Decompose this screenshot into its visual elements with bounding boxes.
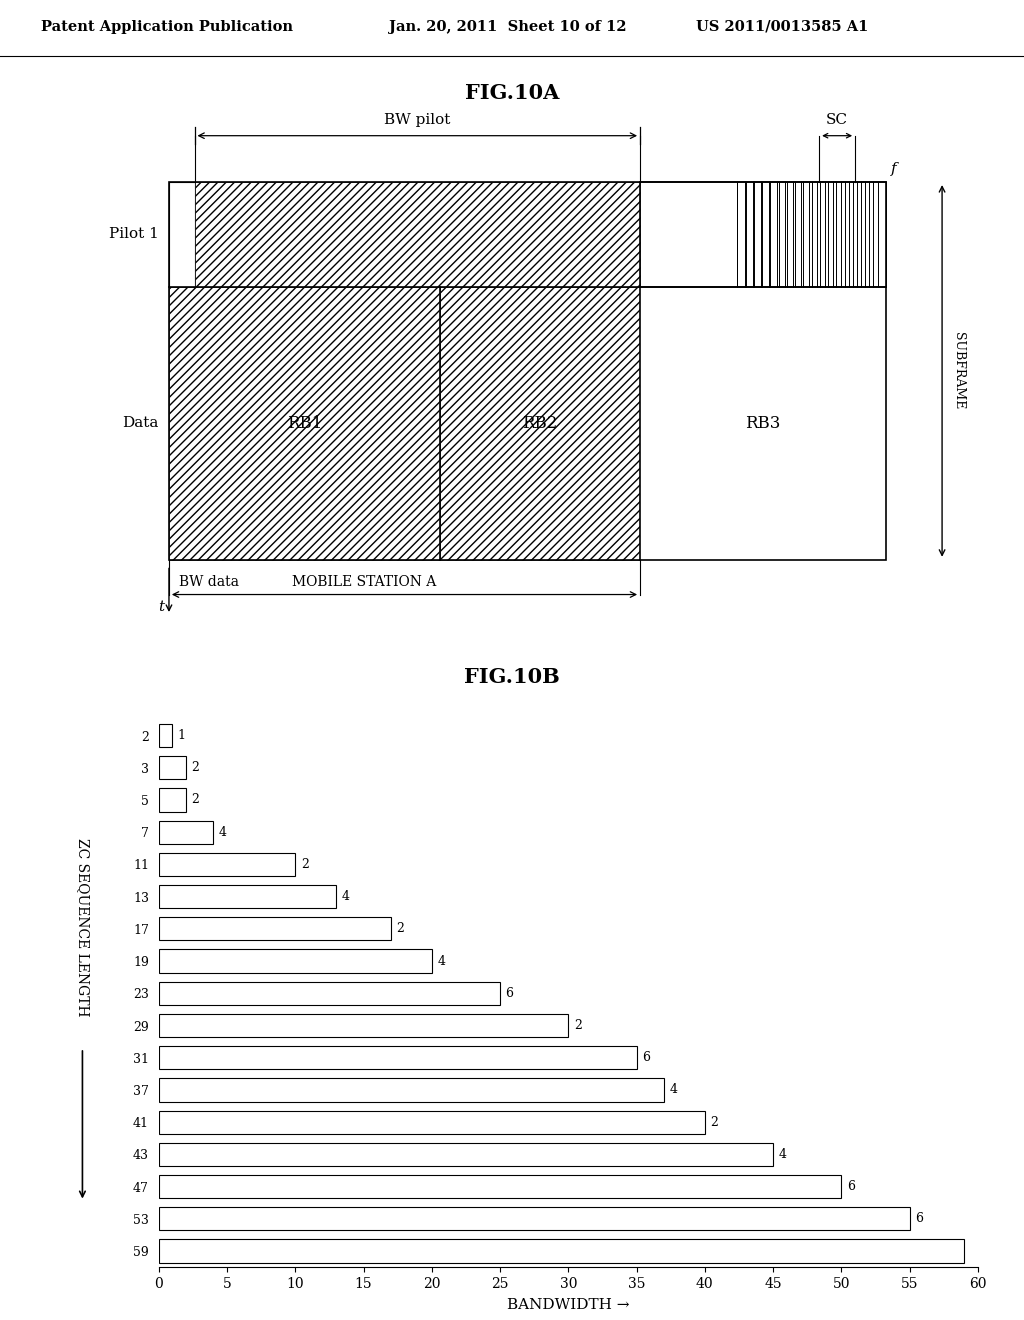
Bar xyxy=(159,723,172,747)
Bar xyxy=(159,1175,842,1199)
Text: 2: 2 xyxy=(301,858,308,871)
Bar xyxy=(159,1014,568,1038)
Text: Jan. 20, 2011  Sheet 10 of 12: Jan. 20, 2011 Sheet 10 of 12 xyxy=(389,20,627,34)
Bar xyxy=(159,1110,705,1134)
Bar xyxy=(640,286,886,560)
Bar xyxy=(159,853,295,876)
Text: SC: SC xyxy=(826,114,848,127)
Text: FIG.10A: FIG.10A xyxy=(465,83,559,103)
Text: Data: Data xyxy=(122,416,159,430)
Bar xyxy=(159,1239,965,1263)
Bar xyxy=(159,788,186,812)
Bar xyxy=(640,182,886,286)
Text: Pilot 1: Pilot 1 xyxy=(109,227,159,242)
Text: 4: 4 xyxy=(219,826,226,838)
Bar xyxy=(159,884,336,908)
Bar xyxy=(159,821,213,843)
Text: 6: 6 xyxy=(847,1180,855,1193)
Text: t: t xyxy=(158,601,164,614)
Text: ZC SEQUENCE LENGTH: ZC SEQUENCE LENGTH xyxy=(76,838,89,1016)
Text: RB2: RB2 xyxy=(522,414,558,432)
Bar xyxy=(159,982,500,1005)
Text: 4: 4 xyxy=(437,954,445,968)
Bar xyxy=(195,182,640,286)
Text: SUBFRAME: SUBFRAME xyxy=(952,333,966,409)
Bar xyxy=(169,182,886,560)
Text: FIG.10B: FIG.10B xyxy=(464,667,560,688)
Text: 2: 2 xyxy=(396,923,404,936)
Text: 2: 2 xyxy=(573,1019,582,1032)
Bar xyxy=(159,756,186,779)
Text: BW data: BW data xyxy=(179,574,240,589)
Text: 2: 2 xyxy=(711,1115,718,1129)
Text: Patent Application Publication: Patent Application Publication xyxy=(41,20,293,34)
Text: 6: 6 xyxy=(506,987,513,999)
X-axis label: BANDWIDTH →: BANDWIDTH → xyxy=(507,1298,630,1312)
Text: RB3: RB3 xyxy=(745,414,780,432)
Bar xyxy=(169,182,195,286)
Text: 6: 6 xyxy=(642,1051,650,1064)
Bar xyxy=(169,286,440,560)
Text: 4: 4 xyxy=(778,1148,786,1160)
Bar xyxy=(159,1208,909,1230)
Bar xyxy=(159,949,432,973)
Bar xyxy=(159,1047,637,1069)
Bar xyxy=(440,286,640,560)
Text: 2: 2 xyxy=(191,793,200,807)
Text: 4: 4 xyxy=(670,1084,677,1097)
Text: f: f xyxy=(891,162,896,177)
Text: RB1: RB1 xyxy=(287,414,323,432)
Text: 6: 6 xyxy=(915,1212,923,1225)
Text: 1: 1 xyxy=(178,729,185,742)
Bar xyxy=(159,917,391,940)
Bar xyxy=(159,1143,773,1166)
Text: MOBILE STATION A: MOBILE STATION A xyxy=(292,574,436,589)
Text: US 2011/0013585 A1: US 2011/0013585 A1 xyxy=(696,20,868,34)
Text: 4: 4 xyxy=(342,890,349,903)
Bar xyxy=(159,1078,664,1102)
Text: BW pilot: BW pilot xyxy=(384,114,451,127)
Text: 2: 2 xyxy=(191,762,200,775)
